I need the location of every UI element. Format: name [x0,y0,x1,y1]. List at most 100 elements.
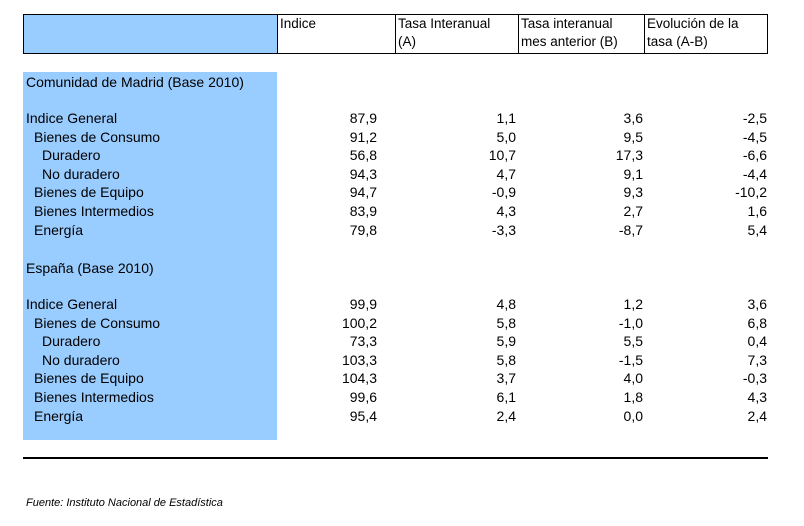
indice-value: 94,3 [349,165,377,182]
evolucion-value: -4,4 [742,165,767,182]
indice-value: 94,7 [349,184,377,201]
evolucion-value: -6,6 [742,147,767,164]
row-label: Duradero [42,147,101,164]
evolucion-value: -4,5 [742,128,767,145]
indice-value: 79,8 [349,221,377,238]
header-tasa-interanual: Tasa Interanual (A) [395,15,518,53]
tasa-interanual-value: 4,3 [496,203,516,219]
tasa-mes-anterior-value: 1,8 [623,389,643,405]
tasa-interanual-value: 4,7 [496,165,516,182]
table-bottom-rule [23,457,768,459]
header-divider [644,15,645,53]
row-label: Bienes Intermedios [34,203,154,219]
header-indice: Indice [277,15,395,53]
header-tasa-interanual-line1: Tasa Interanual [398,16,491,31]
tasa-interanual-value: 6,1 [496,389,516,405]
tasa-mes-anterior-value: 17,3 [615,147,643,164]
tasa-interanual-value: 5,0 [496,128,516,145]
tasa-interanual-value: -3,3 [491,221,516,238]
header-bottom-rule [23,53,768,54]
evolucion-value: 3,6 [747,296,767,312]
tasa-mes-anterior-value: 9,5 [623,128,643,145]
tasa-mes-anterior-value: 1,2 [623,296,643,312]
evolucion-value: 4,3 [747,389,767,405]
table-row: No duradero 94,3 4,7 9,1 -4,4 [0,165,804,184]
evolucion-value: 1,6 [747,203,767,219]
tasa-interanual-value: 10,7 [488,147,516,164]
header-tasa-mes-anterior-line2: mes anterior (B) [521,34,618,49]
row-label: Bienes de Consumo [34,128,161,145]
section-title-madrid: Comunidad de Madrid (Base 2010) [26,74,244,90]
row-label: No duradero [42,351,120,368]
table-row: Bienes de Consumo 91,2 5,0 9,5 -4,5 [0,128,804,147]
evolucion-value: 2,4 [747,407,767,424]
header-top-rule [23,14,768,15]
tasa-mes-anterior-value: 3,6 [623,110,643,126]
indice-value: 99,9 [349,296,377,312]
section-title-espana: España (Base 2010) [26,260,154,276]
tasa-interanual-value: 2,4 [496,407,516,424]
row-label: Bienes de Consumo [34,314,161,331]
table-row: Bienes Intermedios 83,9 4,3 2,7 1,6 [0,202,804,221]
table-row: No duradero 103,3 5,8 -1,5 7,3 [0,351,804,370]
row-label: Energía [34,407,84,424]
indice-value: 73,3 [349,333,377,350]
table-row: Bienes de Equipo 104,3 3,7 4,0 -0,3 [0,369,804,388]
header-divider [277,15,278,53]
indice-value: 91,2 [349,128,377,145]
row-label: Energía [34,221,84,238]
tasa-mes-anterior-value: -8,7 [618,221,643,238]
tasa-interanual-value: -0,9 [491,184,516,201]
row-label: Bienes de Equipo [34,370,144,387]
header-evolucion: Evolución de la tasa (A-B) [644,15,767,53]
tasa-interanual-value: 3,7 [496,370,516,387]
indice-value: 103,3 [341,351,377,368]
evolucion-value: -10,2 [735,184,767,201]
tasa-interanual-value: 1,1 [496,110,516,126]
header-tasa-interanual-line2: (A) [398,34,416,49]
header-divider [395,15,396,53]
row-label: No duradero [42,165,120,182]
indice-value: 87,9 [349,110,377,126]
indice-value: 56,8 [349,147,377,164]
evolucion-value: 6,8 [747,314,767,331]
tasa-mes-anterior-value: 0,0 [623,407,643,424]
tasa-mes-anterior-value: -1,5 [618,351,643,368]
row-label: Indice General [26,110,118,126]
row-label: Bienes Intermedios [34,389,154,405]
indice-value: 104,3 [341,370,377,387]
label-column-band [23,72,277,440]
row-label: Indice General [26,296,118,312]
tasa-mes-anterior-value: 2,7 [623,203,643,219]
table-row: Bienes Intermedios 99,6 6,1 1,8 4,3 [0,388,804,407]
indice-value: 100,2 [341,314,377,331]
tasa-interanual-value: 5,8 [496,351,516,368]
tasa-mes-anterior-value: 4,0 [623,370,643,387]
table-row: Energía 79,8 -3,3 -8,7 5,4 [0,221,804,240]
header-evolucion-line1: Evolución de la [647,16,739,31]
header-divider [767,15,768,53]
header-indice-text: Indice [280,16,317,31]
evolucion-value: 5,4 [747,221,767,238]
indice-value: 83,9 [349,203,377,219]
evolucion-value: 0,4 [747,333,767,350]
evolucion-value: -2,5 [742,110,767,126]
evolucion-value: -0,3 [742,370,767,387]
header-divider [518,15,519,53]
row-label: Duradero [42,333,101,350]
tasa-mes-anterior-value: 9,1 [623,165,643,182]
tasa-interanual-value: 5,9 [496,333,516,350]
header-tasa-mes-anterior: Tasa interanual mes anterior (B) [518,15,644,53]
table-row: Indice General 87,9 1,1 3,6 -2,5 [0,109,804,128]
table-row: Indice General 99,9 4,8 1,2 3,6 [0,295,804,314]
evolucion-value: 7,3 [747,351,767,368]
header-divider [23,15,24,53]
source-note: Fuente: Instituto Nacional de Estadístic… [26,497,223,509]
header-evolucion-line2: tasa (A-B) [647,34,708,49]
indice-value: 99,6 [349,389,377,405]
tasa-mes-anterior-value: -1,0 [618,314,643,331]
table-row: Bienes de Consumo 100,2 5,8 -1,0 6,8 [0,314,804,333]
tasa-interanual-value: 5,8 [496,314,516,331]
tasa-mes-anterior-value: 9,3 [623,184,643,201]
table-row: Energía 95,4 2,4 0,0 2,4 [0,407,804,426]
